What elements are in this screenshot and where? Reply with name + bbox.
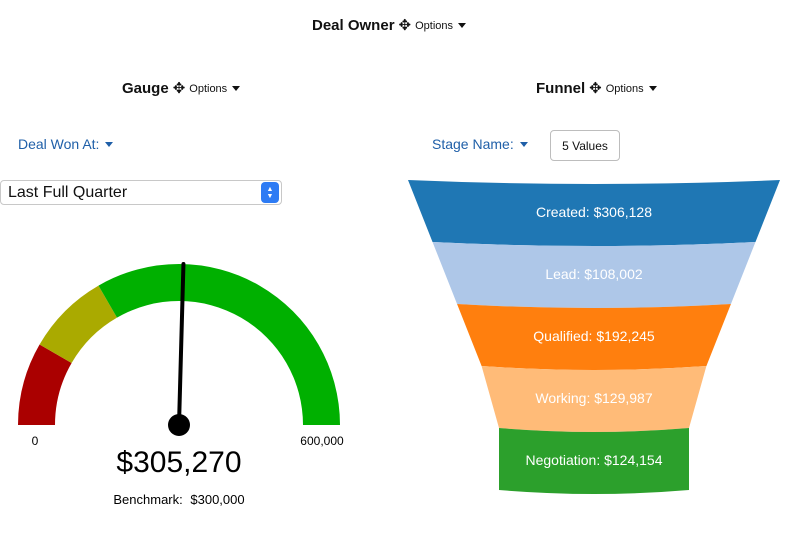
period-select[interactable]: Last Full Quarter ▲ ▼ (0, 180, 282, 205)
gauge-value-label: $305,270 (116, 446, 241, 479)
gauge-panel-title: Gauge (122, 80, 169, 97)
gauge-chart: 0 600,000 $305,270 Benchmark: $300,000 (18, 262, 344, 507)
funnel-stage-label: Created: $306,128 (536, 204, 652, 220)
benchmark-text: Benchmark: $300,000 (113, 492, 244, 507)
funnel-panel-header: Funnel ✥ Options (536, 80, 657, 97)
dashboard-header: Deal Owner ✥ Options (312, 17, 467, 34)
stage-name-filter[interactable]: Stage Name: (432, 136, 528, 152)
funnel-stage-label: Qualified: $192,245 (533, 328, 655, 344)
funnel-stage-negotiation[interactable] (499, 428, 689, 494)
caret-down-icon (458, 23, 467, 28)
filter-label: Stage Name: (432, 136, 514, 152)
gauge-panel-header: Gauge ✥ Options (122, 80, 241, 97)
caret-down-icon (648, 86, 657, 91)
values-button[interactable]: 5 Values (550, 130, 620, 161)
funnel-stage-label: Working: $129,987 (535, 390, 652, 406)
funnel-stage-lead[interactable] (432, 242, 756, 308)
gauge-min-label: 0 (32, 434, 39, 448)
benchmark-label: Benchmark: (113, 492, 182, 507)
move-icon[interactable]: ✥ (398, 17, 412, 34)
gauge-max-label: 600,000 (300, 434, 344, 448)
move-icon[interactable]: ✥ (172, 80, 186, 97)
filter-label: Deal Won At: (18, 136, 100, 152)
caret-down-icon (519, 141, 528, 147)
funnel-stage-label: Negotiation: $124,154 (526, 452, 663, 468)
gauge-band-2 (98, 264, 340, 425)
deal-won-at-filter[interactable]: Deal Won At: (18, 136, 114, 152)
funnel-chart: Created: $306,128 Lead: $108,002 Qualified… (408, 180, 780, 494)
dashboard-title: Deal Owner (312, 17, 395, 34)
benchmark-value: $300,000 (190, 492, 244, 507)
funnel-panel-title: Funnel (536, 80, 586, 97)
funnel-stage-created[interactable] (408, 180, 780, 246)
select-value: Last Full Quarter (8, 183, 128, 201)
options-label: Options (605, 82, 644, 95)
caret-down-icon (232, 86, 241, 91)
gauge-band-0 (18, 344, 72, 425)
move-icon[interactable]: ✥ (589, 80, 602, 97)
select-arrows-icon: ▲ ▼ (261, 182, 279, 203)
options-label: Options (415, 19, 454, 32)
values-button-label: 5 Values (562, 138, 608, 153)
funnel-options-dropdown[interactable]: Options (606, 83, 657, 95)
caret-down-icon (105, 141, 114, 147)
gauge-options-dropdown[interactable]: Options (189, 82, 241, 95)
gauge-hub (168, 414, 190, 436)
funnel-stage-working[interactable] (481, 366, 707, 432)
options-dropdown[interactable]: Options (415, 19, 467, 32)
funnel-stage-label: Lead: $108,002 (545, 266, 643, 282)
options-label: Options (189, 82, 228, 95)
gauge-band-1 (39, 285, 117, 363)
gauge-needle (177, 262, 186, 427)
funnel-stage-qualified[interactable] (457, 304, 731, 370)
